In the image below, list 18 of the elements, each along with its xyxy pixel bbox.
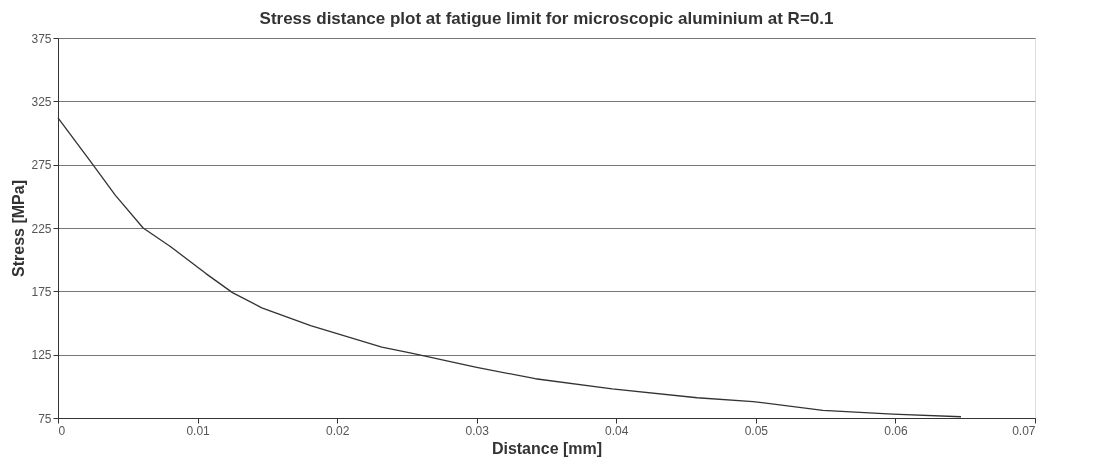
x-tick-label: 0.06 (884, 423, 908, 438)
y-axis-title: Stress [MPa] (10, 180, 28, 277)
x-tick-label: 0.02 (325, 423, 350, 438)
y-tick-label: 175 (31, 284, 52, 299)
x-tick-label: 0.07 (1012, 423, 1036, 438)
x-tick-label: 0.01 (186, 423, 211, 438)
y-tick-label: 225 (31, 221, 52, 236)
x-tick-label: 0.05 (744, 423, 769, 438)
y-tick-label: 375 (31, 31, 52, 46)
y-tick-label: 75 (38, 411, 52, 426)
x-tick-label: 0.03 (465, 423, 490, 438)
x-tick-label: 0 (58, 423, 66, 438)
y-tick-label: 275 (31, 158, 52, 173)
x-axis-title: Distance [mm] (491, 439, 603, 457)
x-tick-label: 0.04 (605, 423, 629, 438)
y-tick-label: 325 (31, 94, 52, 109)
y-tick-label: 125 (31, 348, 52, 363)
chart-title: Stress distance plot at fatigue limit for microscopic aluminium at R=0.1 (259, 9, 834, 28)
